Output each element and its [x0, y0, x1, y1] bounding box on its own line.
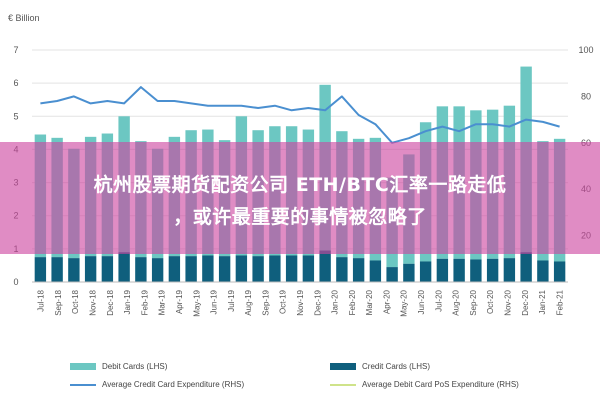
x-tick-label: Sep-20 [469, 289, 478, 315]
credit-cards-bar [302, 255, 315, 282]
x-tick-label: Feb-20 [348, 289, 357, 315]
credit-cards-bar [453, 258, 465, 282]
headline-overlay: 杭州股票期货配资公司 ETH/BTC汇率一路走低 ，或许最重要的事情被忽略了 [0, 142, 600, 254]
x-tick-label: Sep-19 [261, 289, 270, 315]
x-axis: Jul-18 Sep-18 Oct-18 Nov-18 Dec-18 Jan-19 Feb-… [32, 281, 568, 317]
credit-cards-bar [486, 258, 499, 282]
credit-cards-bar [537, 260, 549, 282]
right-y-tick-label: 80 [581, 91, 591, 101]
avg-credit-card-expenditure-line [40, 86, 560, 144]
credit-cards-bar [101, 256, 114, 282]
x-tick-label: Oct-20 [486, 289, 495, 314]
credit-cards-bar [386, 267, 398, 282]
x-tick-label: Sep-18 [54, 289, 63, 315]
legend-label-debit-cards: Debit Cards (LHS) [102, 362, 168, 371]
x-tick-label: Apr-20 [382, 289, 391, 314]
credit-cards-bar [51, 257, 63, 282]
credit-cards-bar [403, 263, 415, 282]
credit-cards-bar [185, 256, 197, 282]
credit-cards-bar [419, 261, 432, 282]
left-y-tick-label: 7 [13, 45, 18, 55]
x-tick-label: Mar-19 [158, 289, 167, 315]
x-tick-label: Dec-19 [313, 289, 322, 315]
credit-cards-bar [235, 255, 248, 282]
x-tick-label: Nov-20 [503, 289, 512, 315]
right-y-tick-label: 100 [578, 45, 593, 55]
credit-cards-bar [285, 255, 298, 282]
x-tick-label: Jul-18 [37, 289, 46, 311]
legend-swatch-avg-debit-pos-expenditure [330, 383, 356, 386]
chart-legend: Debit Cards (LHS) Credit Cards (LHS) Ave… [0, 354, 600, 400]
legend-label-avg-credit-expenditure: Average Credit Card Expenditure (RHS) [102, 380, 245, 389]
x-tick-label: Dec-18 [106, 289, 115, 315]
legend-item-debit-cards: Debit Cards (LHS) [70, 362, 167, 371]
credit-cards-bar [369, 260, 382, 282]
credit-cards-bar [252, 256, 264, 282]
x-tick-label: Jan-21 [538, 289, 547, 314]
legend-swatch-avg-credit-expenditure [70, 383, 96, 386]
x-tick-label: Jul-19 [227, 289, 236, 311]
x-tick-label: Jun-19 [210, 289, 219, 314]
credit-cards-bar [520, 252, 532, 282]
x-tick-label: Aug-19 [244, 289, 253, 315]
credit-cards-bar [151, 258, 164, 282]
x-tick-label: Oct-19 [279, 289, 288, 314]
left-axis-unit-label: € Billion [8, 13, 40, 23]
legend-item-credit-cards: Credit Cards (LHS) [330, 362, 430, 371]
credit-cards-bar [118, 252, 130, 282]
credit-cards-bar [503, 258, 516, 282]
x-tick-label: Jul-20 [434, 289, 443, 311]
left-y-tick-label: 5 [13, 111, 18, 121]
credit-cards-bar [436, 258, 449, 282]
x-tick-label: Nov-18 [89, 289, 98, 315]
credit-cards-bar [336, 257, 348, 282]
credit-cards-bar [68, 258, 80, 282]
legend-item-avg-credit-expenditure: Average Credit Card Expenditure (RHS) [70, 380, 244, 389]
credit-cards-bar [319, 250, 331, 282]
x-tick-label: Dec-20 [521, 289, 530, 315]
line-series [40, 86, 560, 144]
legend-label-credit-cards: Credit Cards (LHS) [362, 362, 431, 371]
x-tick-label: Oct-18 [71, 289, 80, 314]
x-tick-label: Aug-20 [452, 289, 461, 315]
credit-cards-bar [202, 255, 214, 282]
x-tick-label: Jan-20 [331, 289, 340, 314]
x-tick-label: May-19 [192, 289, 201, 316]
credit-cards-bar [34, 257, 47, 282]
legend-swatch-debit-cards [70, 363, 96, 370]
legend-label-avg-debit-pos-expenditure: Average Debit Card PoS Expenditure (RHS) [362, 380, 519, 389]
credit-cards-bar [84, 256, 97, 282]
headline-line-1: 杭州股票期货配资公司 ETH/BTC汇率一路走低 [93, 174, 507, 196]
credit-cards-bar [218, 256, 231, 282]
left-y-tick-label: 0 [13, 277, 18, 287]
x-tick-label: Nov-19 [296, 289, 305, 315]
x-tick-label: Jan-19 [123, 289, 132, 314]
credit-cards-bar [135, 257, 147, 282]
x-tick-label: Jun-20 [417, 289, 426, 314]
credit-cards-bar [269, 255, 281, 282]
x-tick-label: Mar-20 [365, 289, 374, 315]
credit-cards-bar [352, 258, 365, 282]
headline-line-2: ，或许最重要的事情被忽略了 [173, 206, 427, 228]
legend-item-avg-debit-pos-expenditure: Average Debit Card PoS Expenditure (RHS) [330, 380, 519, 389]
credit-cards-bar [168, 256, 181, 282]
credit-cards-bar [553, 261, 566, 282]
x-tick-label: May-20 [400, 289, 409, 316]
credit-cards-bar [470, 259, 482, 282]
left-y-tick-label: 6 [13, 78, 18, 88]
x-tick-label: Apr-19 [175, 289, 184, 314]
x-tick-label: Feb-19 [140, 289, 149, 315]
x-tick-label: Feb-21 [555, 289, 564, 315]
legend-swatch-credit-cards [330, 363, 356, 370]
